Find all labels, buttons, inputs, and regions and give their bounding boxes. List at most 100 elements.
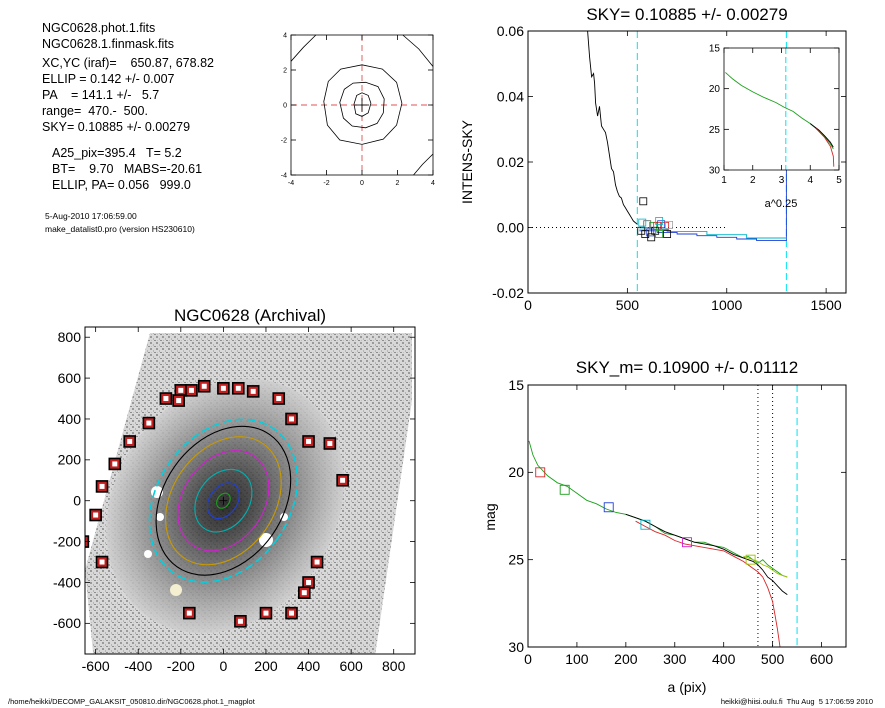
mag-x-tick-label: 0 [524,651,532,667]
galaxy-x-tick-label: -400 [124,658,152,674]
inset-xlabel: a^0.25 [765,198,798,210]
mask-square-center [237,618,243,624]
fit-parameters: NGC0628.phot.1.fits NGC0628.1.finmask.fi… [42,20,282,135]
contour-y-tick-label: 2 [283,67,287,74]
sky-y-tick-label: 0.06 [497,23,524,39]
mask-square-center [99,559,105,565]
inset-series-line [810,123,834,148]
sky-y-tick-label: -0.02 [492,285,524,301]
contour-x-tick-label: 0 [360,180,364,187]
mag-ylabel: mag [482,503,498,530]
info-line: SKY= 0.10885 +/- 0.00279 [42,120,191,134]
inset-x-tick-label: 1 [721,175,727,186]
sky-inset-plot: 1 2 3 4 5 15 20 25 30 a^0.25 [709,44,842,211]
galaxy-x-tick-label: 400 [297,658,321,674]
galaxy-x-tick-label: 0 [219,658,227,674]
contour-plot: -4 -2 0 2 4 -4 -2 0 2 4 [281,32,435,187]
galaxy-x-tick-label: 800 [382,658,406,674]
mask-square-center [178,387,184,393]
inset-y-tick-label: 15 [709,44,721,55]
sky-x-tick-label: 1500 [811,297,842,313]
mask-blob [170,584,182,596]
run-date: 5-Aug-2010 17:06:59.00 [45,211,137,221]
mask-square-center [220,385,226,391]
contour-level [339,81,385,129]
sky-marker [655,217,664,225]
contour-level [353,92,372,117]
isophote-ellipse [165,436,282,566]
galaxy-parameters: A25_pix=395.4 T= 5.2 BT= 9.70 MABS=-20.6… [52,145,292,193]
sky-marker [665,220,674,229]
galaxy-y-tick-label: 600 [58,370,82,386]
sky-marker [655,230,664,238]
mask-square-center [93,512,99,518]
contour-y-tick-label: 4 [283,32,287,39]
sky-x-tick-label: 1000 [711,297,742,313]
contour-y-tick-label: 0 [283,102,287,109]
galaxy-x-tick-label: -600 [82,658,110,674]
inset-x-tick-label: 2 [750,175,756,186]
mask-blob [144,550,152,558]
inset-y-tick-label: 20 [709,84,721,95]
info-line: ELLIP, PA= 0.056 999.0 [52,178,191,192]
mask-square-center [112,461,118,467]
sky-ylabel: INTENS-SKY [459,119,475,204]
galaxy-y-tick-label: -200 [53,533,81,549]
mask-square-center [250,388,256,394]
mask-square-center [99,483,105,489]
sky-profile-plot: SKY= 0.10885 +/- 0.00279 INTENS-SKY 0 500… [459,5,847,313]
run-info: 5-Aug-2010 17:06:59.00 make_datalist0.pr… [45,210,305,236]
sky-marker [661,221,670,230]
isophote-ellipse [155,425,292,576]
inset-series-line [725,72,834,150]
info-line: NGC0628.phot.1.fits [42,21,156,35]
contour-level [323,64,403,145]
sky-marker [643,220,652,229]
info-line: NGC0628.1.finmask.fits [42,37,174,51]
sky-series-line [587,31,638,225]
isophote-ellipse [148,418,299,583]
sky-marker [653,221,662,230]
sky-marker [649,221,658,230]
mask-blob [156,513,164,521]
mag-x-tick-label: 100 [565,651,589,667]
inset-x-tick-label: 4 [807,175,813,186]
contour-level [290,34,317,62]
mag-y-tick-label: 15 [508,377,524,393]
mask-square-center [340,477,346,483]
mask-square-center [163,396,169,402]
galaxy-x-tick-label: 200 [254,658,278,674]
program-version: make_datalist0.pro (version HS230610) [45,224,195,234]
sky-x-tick-label: 500 [616,297,640,313]
inset-x-tick-label: 3 [779,175,785,186]
mag-series-line [625,513,788,595]
inset-background [724,48,839,170]
info-line: range= 470.- 500. [42,104,148,118]
galaxy-frame [84,326,416,655]
sky-marker [663,230,672,238]
contour-level [402,34,434,67]
mag-y-tick-label: 25 [508,552,524,568]
isophote-ellipse [177,450,270,552]
mag-marker [745,554,756,565]
footer-path: /home/heikki/DECOMP_GALAKSIT_050810.dir/… [8,697,255,706]
footer-user-date: heikki@hiisi.oulu.fi Thu Aug 5 17:06:59 … [720,697,873,706]
magnitude-profile-plot: SKY_m= 0.10900 +/- 0.01112 mag a (pix) 0… [482,358,847,695]
mask-square-center [186,610,192,616]
isophote-ellipse [194,468,253,533]
sky-y-tick-label: 0.04 [497,88,524,104]
mask-square-center [289,610,295,616]
sky-y-tick-label: 0.00 [497,219,524,235]
mag-marker [640,519,651,530]
info-line: PA = 141.1 +/- 5.7 [42,88,160,102]
galaxy-y-tick-label: 400 [58,411,82,427]
inset-y-tick-label: 25 [709,125,721,136]
mag-y-tick-label: 20 [508,464,524,480]
mag-marker [682,537,692,548]
info-line: ELLIP = 0.142 +/- 0.007 [42,72,175,86]
sky-title: SKY= 0.10885 +/- 0.00279 [586,5,787,24]
mask-square-center [201,383,207,389]
contour-x-tick-label: 4 [431,180,435,187]
inset-x-tick-label: 5 [836,175,842,186]
